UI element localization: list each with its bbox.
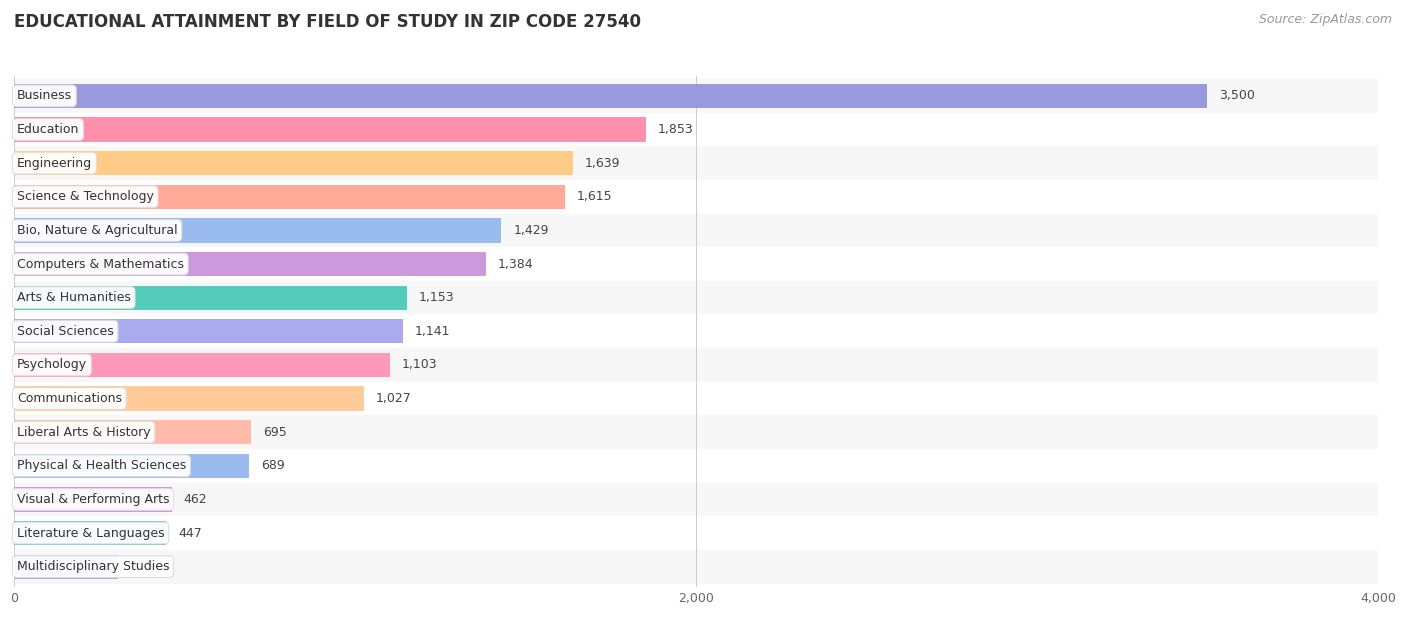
Text: 695: 695 <box>263 426 287 439</box>
Text: EDUCATIONAL ATTAINMENT BY FIELD OF STUDY IN ZIP CODE 27540: EDUCATIONAL ATTAINMENT BY FIELD OF STUDY… <box>14 13 641 31</box>
Bar <box>14 420 252 444</box>
Text: Visual & Performing Arts: Visual & Performing Arts <box>17 493 169 506</box>
Bar <box>14 454 249 478</box>
Text: Multidisciplinary Studies: Multidisciplinary Studies <box>17 560 169 573</box>
Bar <box>14 286 408 310</box>
Bar <box>14 314 1378 348</box>
Bar <box>14 449 1378 483</box>
Bar <box>14 487 172 512</box>
Bar <box>14 483 1378 516</box>
Text: 1,615: 1,615 <box>576 191 612 203</box>
Text: Liberal Arts & History: Liberal Arts & History <box>17 426 150 439</box>
Text: 447: 447 <box>179 526 202 540</box>
Text: Literature & Languages: Literature & Languages <box>17 526 165 540</box>
Bar <box>14 247 1378 281</box>
Bar <box>14 151 572 175</box>
Text: 1,429: 1,429 <box>513 224 548 237</box>
Bar <box>14 516 1378 550</box>
Text: Physical & Health Sciences: Physical & Health Sciences <box>17 459 186 472</box>
Text: 462: 462 <box>184 493 207 506</box>
Bar <box>14 281 1378 314</box>
Text: 689: 689 <box>262 459 284 472</box>
Bar <box>14 84 1208 108</box>
Text: Source: ZipAtlas.com: Source: ZipAtlas.com <box>1258 13 1392 26</box>
Text: 3,500: 3,500 <box>1219 90 1256 102</box>
Bar <box>14 382 1378 415</box>
Text: 305: 305 <box>129 560 153 573</box>
Text: Social Sciences: Social Sciences <box>17 325 114 338</box>
Bar <box>14 252 486 276</box>
Text: Education: Education <box>17 123 79 136</box>
Text: Engineering: Engineering <box>17 156 91 170</box>
Bar <box>14 180 1378 213</box>
Bar <box>14 353 389 377</box>
Bar <box>14 386 364 411</box>
Bar <box>14 117 645 141</box>
Text: Psychology: Psychology <box>17 358 87 372</box>
Bar <box>14 415 1378 449</box>
Text: Arts & Humanities: Arts & Humanities <box>17 291 131 304</box>
Bar <box>14 113 1378 146</box>
Bar <box>14 348 1378 382</box>
Text: 1,103: 1,103 <box>402 358 437 372</box>
Text: 1,639: 1,639 <box>585 156 620 170</box>
Text: Computers & Mathematics: Computers & Mathematics <box>17 257 184 271</box>
Bar <box>14 79 1378 113</box>
Bar <box>14 146 1378 180</box>
Text: Bio, Nature & Agricultural: Bio, Nature & Agricultural <box>17 224 177 237</box>
Bar <box>14 521 166 545</box>
Text: 1,141: 1,141 <box>415 325 450 338</box>
Text: 1,153: 1,153 <box>419 291 454 304</box>
Text: 1,384: 1,384 <box>498 257 533 271</box>
Text: 1,853: 1,853 <box>658 123 693 136</box>
Text: Business: Business <box>17 90 72 102</box>
Bar <box>14 319 404 343</box>
Text: Communications: Communications <box>17 392 122 405</box>
Text: Science & Technology: Science & Technology <box>17 191 153 203</box>
Bar <box>14 218 502 242</box>
Bar <box>14 555 118 579</box>
Bar <box>14 185 565 209</box>
Bar <box>14 213 1378 247</box>
Text: 1,027: 1,027 <box>377 392 412 405</box>
Bar <box>14 550 1378 584</box>
